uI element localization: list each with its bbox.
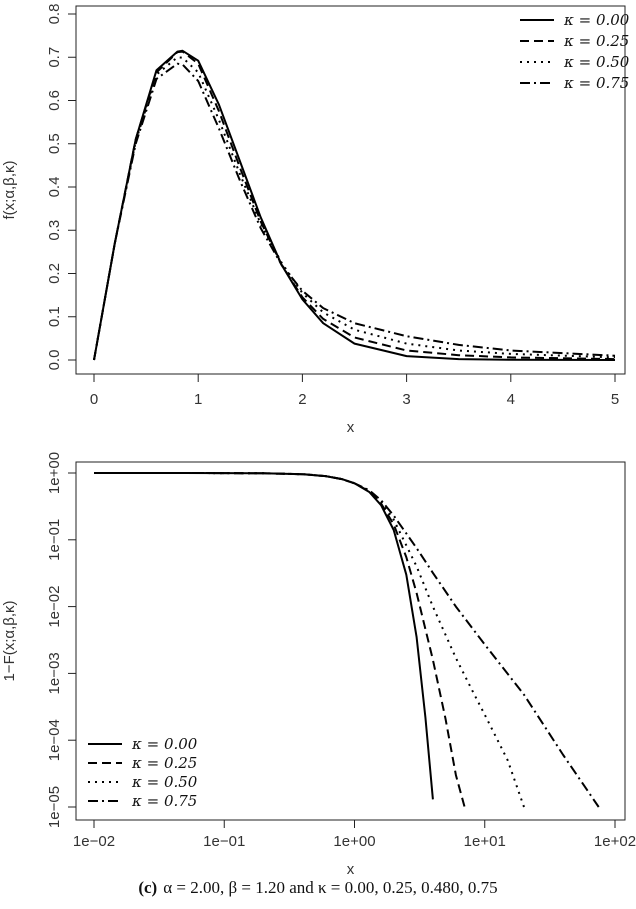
x-tick-label: 1e+02 <box>594 833 636 850</box>
y-tick-label: 0.6 <box>46 90 63 111</box>
y-tick-label: 0.7 <box>46 47 63 68</box>
y-axis-label: 1−F(x;α,β,κ) <box>1 600 18 681</box>
legend-label: κ = 0.50 <box>563 53 630 71</box>
y-tick-label: 1e−05 <box>46 786 63 828</box>
x-tick-label: 4 <box>507 391 515 408</box>
x-tick-label: 5 <box>611 391 619 408</box>
survival-chart: 1e−02 1e−01 1e+00 1e+01 1e+02 1e−05 1e−04 1e−03… <box>1 452 636 878</box>
y-axis-label: f(x;α,β,κ) <box>1 161 18 220</box>
x-tick-label: 2 <box>298 391 306 408</box>
y-tick-label: 0.0 <box>46 350 63 371</box>
series-line <box>93 62 616 361</box>
series-line <box>94 472 600 808</box>
series-line <box>94 472 466 808</box>
y-tick-label: 1e−02 <box>46 586 63 628</box>
x-tick-label: 1e−01 <box>203 833 245 850</box>
x-tick-label: 1 <box>194 391 202 408</box>
series-line <box>93 50 616 361</box>
x-tick-label: 1e+00 <box>333 833 375 850</box>
x-axis-label: x <box>347 419 355 436</box>
caption-label: (c) <box>138 878 157 897</box>
y-tick-label: 0.5 <box>46 133 63 154</box>
legend-label: κ = 0.00 <box>563 11 630 29</box>
legend-label: κ = 0.75 <box>563 74 629 92</box>
series-line <box>93 56 616 361</box>
y-tick-label: 0.3 <box>46 220 63 241</box>
y-tick-label: 0.2 <box>46 263 63 284</box>
legend-label: κ = 0.25 <box>563 32 629 50</box>
y-tick-label: 1e−01 <box>46 519 63 561</box>
caption-text: α = 2.00, β = 1.20 and κ = 0.00, 0.25, 0… <box>163 878 497 897</box>
plot-frame <box>75 5 626 375</box>
legend: κ = 0.00 κ = 0.25 κ = 0.50 κ = 0.75 <box>520 11 630 92</box>
figure-caption: (c) α = 2.00, β = 1.20 and κ = 0.00, 0.25… <box>138 878 497 897</box>
legend-label: κ = 0.00 <box>131 735 198 753</box>
legend-label: κ = 0.25 <box>131 754 197 772</box>
plot-frame <box>75 461 626 821</box>
y-tick-label: 1e−03 <box>46 652 63 694</box>
x-axis-label: x <box>347 861 355 878</box>
series-line <box>93 49 616 361</box>
y-tick-label: 0.8 <box>46 4 63 25</box>
x-tick-label: 3 <box>402 391 410 408</box>
y-tick-label: 0.1 <box>46 306 63 327</box>
y-tick-label: 1e+00 <box>46 452 63 494</box>
legend-label: κ = 0.75 <box>131 792 197 810</box>
x-tick-label: 1e+01 <box>464 833 506 850</box>
legend: κ = 0.00κ = 0.25κ = 0.50κ = 0.75 <box>88 735 198 810</box>
y-tick-label: 1e−04 <box>46 719 63 761</box>
y-tick-label: 0.4 <box>46 177 63 198</box>
x-tick-label: 1e−02 <box>73 833 115 850</box>
density-chart: 0 1 2 3 4 5 0.0 0.1 0.2 0.3 0.4 0.5 0.6 0.7 0.8 x f(x;α,… <box>1 4 630 436</box>
legend-label: κ = 0.50 <box>131 773 198 791</box>
x-tick-label: 0 <box>90 391 98 408</box>
